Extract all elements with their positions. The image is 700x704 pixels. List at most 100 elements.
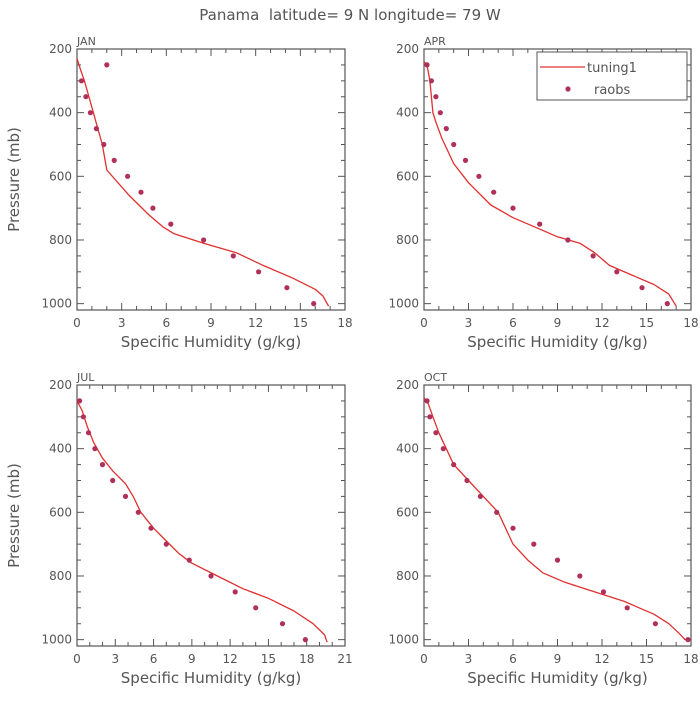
data-point-raobs — [284, 285, 290, 291]
data-point-raobs — [427, 414, 433, 420]
x-axis-label: Specific Humidity (g/kg) — [467, 669, 647, 687]
x-tick-label: 15 — [293, 316, 308, 330]
data-point-raobs — [110, 477, 116, 484]
panel-label: APR — [424, 35, 446, 48]
x-tick-label: 18 — [337, 316, 352, 330]
data-point-raobs — [80, 414, 86, 420]
x-tick-label: 18 — [683, 652, 698, 666]
data-point-raobs — [433, 94, 439, 100]
data-point-raobs — [554, 557, 561, 563]
data-point-raobs — [208, 573, 214, 579]
data-point-raobs — [590, 253, 596, 259]
data-point-raobs — [201, 237, 207, 243]
x-tick-label: 15 — [639, 652, 654, 666]
x-tick-label: 18 — [683, 316, 698, 330]
y-tick-label: 800 — [396, 569, 419, 583]
data-point-raobs — [451, 462, 457, 468]
x-tick-label: 6 — [509, 316, 517, 330]
data-point-raobs — [491, 189, 497, 195]
panel-apr: 0 3 6 9 12 15 18 200 400 600 800 1000 APR Specific Hu… — [388, 35, 698, 351]
data-point-raobs — [462, 157, 469, 163]
panel-label: JUL — [76, 371, 95, 384]
panel-jan: 0 3 6 9 12 15 18 200 400 600 800 1000 JAN Specific Hu… — [5, 35, 353, 351]
data-point-raobs — [565, 237, 571, 243]
data-point-raobs — [186, 557, 192, 563]
y-tick-label: 400 — [396, 442, 419, 456]
y-tick-label: 600 — [396, 169, 419, 183]
data-point-raobs — [428, 78, 434, 84]
y-tick-label: 400 — [49, 106, 72, 120]
y-tick-label: 1000 — [388, 633, 419, 647]
x-tick-label: 9 — [554, 652, 562, 666]
data-point-raobs — [125, 173, 131, 179]
y-tick-label: 400 — [49, 442, 72, 456]
data-point-raobs — [477, 493, 483, 499]
x-tick-label: 3 — [118, 316, 126, 330]
data-point-raobs — [99, 462, 106, 468]
data-point-raobs — [639, 285, 645, 291]
data-point-raobs — [476, 173, 482, 179]
data-point-raobs — [624, 605, 630, 611]
panel-label: OCT — [424, 371, 447, 384]
data-point-raobs — [77, 398, 83, 404]
data-point-raobs — [92, 446, 98, 452]
y-tick-label: 200 — [396, 378, 419, 392]
y-tick-label: 1000 — [41, 297, 72, 311]
data-point-raobs — [537, 221, 543, 227]
y-tick-label: 800 — [396, 233, 419, 247]
plot-frame — [423, 384, 692, 647]
legend: tuning1 raobs — [536, 51, 688, 101]
x-tick-label: 0 — [420, 316, 428, 330]
data-point-raobs — [150, 205, 156, 211]
panel-label: JAN — [76, 35, 96, 48]
series-line-tuning1 — [76, 58, 330, 307]
data-point-raobs — [600, 589, 607, 595]
data-point-raobs — [101, 141, 107, 148]
legend-entry: raobs — [594, 83, 631, 98]
figure-title: Panama latitude= 9 N longitude= 79 W — [199, 6, 501, 24]
y-tick-label: 200 — [49, 42, 72, 56]
plot-frame — [76, 48, 346, 311]
x-tick-label: 12 — [594, 316, 609, 330]
x-tick-label: 9 — [188, 652, 196, 666]
data-point-raobs — [443, 126, 449, 132]
data-point-raobs — [135, 509, 141, 515]
data-point-raobs — [652, 621, 659, 627]
data-point-raobs — [685, 637, 691, 643]
data-point-raobs — [451, 141, 457, 148]
x-tick-label: 15 — [261, 652, 276, 666]
x-tick-label: 6 — [509, 652, 517, 666]
data-point-raobs — [104, 62, 110, 68]
plot-frame — [76, 384, 346, 647]
x-tick-label: 6 — [163, 316, 171, 330]
legend-box — [536, 51, 688, 101]
x-tick-label: 0 — [73, 316, 81, 330]
x-tick-label: 12 — [248, 316, 263, 330]
data-point-raobs — [510, 525, 516, 531]
series-line-tuning1 — [423, 397, 686, 641]
y-axis-label: Pressure (mb) — [5, 463, 23, 568]
x-tick-label: 3 — [465, 652, 473, 666]
data-point-raobs — [510, 205, 516, 211]
data-point-raobs — [464, 477, 470, 484]
data-point-raobs — [230, 253, 236, 259]
x-tick-label: 12 — [223, 652, 238, 666]
data-point-raobs — [87, 110, 93, 116]
series-line-tuning1 — [76, 400, 328, 643]
y-tick-label: 1000 — [388, 297, 419, 311]
data-point-raobs — [614, 269, 620, 275]
data-point-raobs — [577, 573, 583, 579]
data-point-raobs — [85, 430, 92, 436]
x-tick-label: 9 — [554, 316, 562, 330]
x-axis-label: Specific Humidity (g/kg) — [467, 333, 647, 351]
data-point-raobs — [148, 525, 154, 531]
data-point-raobs — [83, 94, 89, 100]
data-point-raobs — [93, 126, 99, 132]
x-axis-label: Specific Humidity (g/kg) — [121, 669, 301, 687]
data-point-raobs — [424, 62, 430, 68]
panel-oct: 0 3 6 9 12 15 18 200 400 600 800 1000 OCT Specific Hu… — [388, 371, 698, 687]
y-tick-label: 800 — [49, 569, 72, 583]
x-tick-label: 21 — [337, 652, 352, 666]
data-point-raobs — [531, 541, 537, 547]
data-point-raobs — [253, 605, 259, 611]
